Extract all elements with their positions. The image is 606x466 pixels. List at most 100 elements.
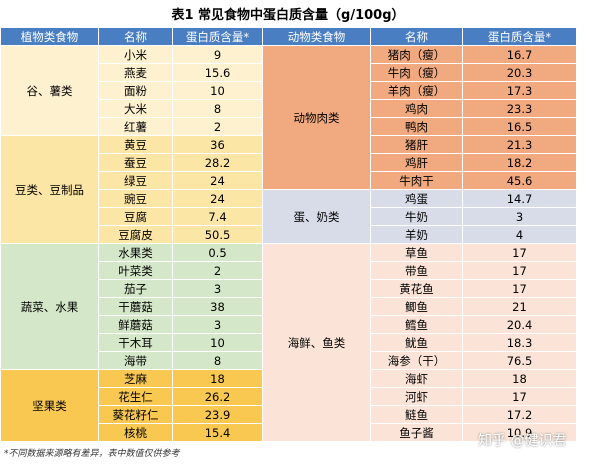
row: 豌豆 24 蛋、奶类 鸡蛋 14.7	[1, 189, 577, 244]
protein-value: 10.9	[462, 423, 577, 442]
header-cell: 动物类食物	[262, 27, 371, 46]
protein-value: 45.6	[462, 171, 577, 190]
protein-table: 植物类食物 名称 蛋白质含量* 动物类食物 名称 蛋白质含量* 谷、薯类 小米 9 动物肉类 猪肉（…	[0, 27, 577, 442]
header-cell: 植物类食物	[0, 27, 99, 46]
protein-value: 0.5	[172, 243, 263, 262]
row: 干木耳 10 鱿鱼 18.3	[1, 333, 577, 352]
protein-value: 2	[172, 117, 263, 136]
food-name: 鸡肉	[370, 99, 463, 118]
food-name: 小米	[98, 45, 173, 64]
protein-value: 50.5	[172, 225, 263, 244]
food-name: 鳕鱼	[370, 315, 463, 334]
protein-value: 18	[462, 369, 577, 388]
row: 蔬菜、水果 水果类 0.5 海鲜、鱼类 草鱼 17	[0, 243, 577, 442]
protein-value: 21.3	[462, 135, 577, 154]
food-name: 芝麻	[98, 369, 173, 388]
watermark: 知乎 @健识君	[478, 433, 567, 449]
food-name: 核桃	[98, 423, 173, 442]
food-name: 鱼子酱	[370, 423, 463, 442]
food-name: 牛奶	[370, 207, 463, 226]
protein-value: 28.2	[172, 153, 263, 172]
food-name: 面粉	[98, 81, 173, 100]
food-name: 绿豆	[98, 171, 173, 190]
food-name: 鸡蛋	[370, 189, 463, 208]
food-name: 羊奶	[370, 225, 463, 244]
group-label: 海鲜、鱼类	[262, 243, 371, 442]
protein-value: 3	[172, 279, 263, 298]
food-name: 鲢鱼	[370, 405, 463, 424]
protein-value: 9	[172, 45, 263, 64]
food-name: 大米	[98, 99, 173, 118]
header-cell: 名称	[370, 27, 463, 46]
row: 大米 8 鸡肉 23.3	[1, 99, 577, 118]
food-name: 蚕豆	[98, 153, 173, 172]
protein-value: 76.5	[462, 351, 577, 370]
food-name: 鱿鱼	[370, 333, 463, 352]
food-name: 牛肉干	[370, 171, 463, 190]
row: 谷、薯类 小米 9 动物肉类 猪肉（瘦） 16.7	[0, 45, 577, 190]
protein-value: 23.9	[172, 405, 263, 424]
group-label: 豆类、豆制品	[0, 135, 99, 244]
protein-value: 7.4	[172, 207, 263, 226]
header-cell: 名称	[98, 27, 173, 46]
protein-value: 24	[172, 171, 263, 190]
food-name: 茄子	[98, 279, 173, 298]
protein-value: 2	[172, 261, 263, 280]
protein-value: 15.6	[172, 63, 263, 82]
group-label: 坚果类	[0, 369, 99, 442]
header-cell: 蛋白质含量*	[172, 27, 263, 46]
group-label: 蛋、奶类	[262, 189, 371, 244]
protein-value: 8	[172, 351, 263, 370]
food-name: 葵花籽仁	[98, 405, 173, 424]
food-name: 鸡肝	[370, 153, 463, 172]
food-name: 叶菜类	[98, 261, 173, 280]
protein-value: 24	[172, 189, 263, 208]
protein-value: 20.3	[462, 63, 577, 82]
food-name: 海虾	[370, 369, 463, 388]
food-name: 豌豆	[98, 189, 173, 208]
protein-value: 4	[462, 225, 577, 244]
protein-value: 16.7	[462, 45, 577, 64]
group-label: 谷、薯类	[0, 45, 99, 136]
food-name: 干木耳	[98, 333, 173, 352]
protein-value: 15.4	[172, 423, 263, 442]
food-name: 花生仁	[98, 387, 173, 406]
food-name: 猪肉（瘦）	[370, 45, 463, 64]
row: 蚕豆 28.2 鸡肝 18.2	[1, 153, 577, 172]
food-name: 牛肉（瘦）	[370, 63, 463, 82]
protein-value: 17	[462, 387, 577, 406]
protein-value: 18.2	[462, 153, 577, 172]
protein-value: 38	[172, 297, 263, 316]
protein-value: 8	[172, 99, 263, 118]
group-label: 动物肉类	[262, 45, 371, 190]
food-name: 鲜蘑菇	[98, 315, 173, 334]
row: 绿豆 24 牛肉干 45.6	[1, 171, 577, 190]
protein-value: 14.7	[462, 189, 577, 208]
protein-value: 23.3	[462, 99, 577, 118]
footnote: *不同数据来源略有差异，表中数值仅供参考	[4, 449, 180, 459]
food-name: 海带	[98, 351, 173, 370]
title: 表1 常见食物中蛋白质含量（g/100g）	[171, 8, 405, 23]
food-name: 带鱼	[370, 261, 463, 280]
row: 茄子 3 黄花鱼 17	[1, 279, 577, 298]
row: 核桃 15.4 鱼子酱 10.9	[1, 423, 577, 442]
row: 鲜蘑菇 3 鳕鱼 20.4	[1, 315, 577, 334]
protein-value: 17	[462, 243, 577, 262]
protein-value: 21	[462, 297, 577, 316]
food-name: 鸭肉	[370, 117, 463, 136]
protein-value: 16.5	[462, 117, 577, 136]
protein-value: 26.2	[172, 387, 263, 406]
food-name: 燕麦	[98, 63, 173, 82]
protein-value: 3	[172, 315, 263, 334]
row: 豆类、豆制品 黄豆 36 猪肝 21.3	[0, 135, 577, 244]
row: 燕麦 15.6 牛肉（瘦） 20.3	[1, 63, 577, 82]
protein-value: 17.2	[462, 405, 577, 424]
protein-value: 3	[462, 207, 577, 226]
row: 花生仁 26.2 河虾 17	[1, 387, 577, 406]
food-name: 羊肉（瘦）	[370, 81, 463, 100]
food-name: 海参（干）	[370, 351, 463, 370]
protein-value: 17	[462, 279, 577, 298]
protein-value: 18.3	[462, 333, 577, 352]
food-name: 黄豆	[98, 135, 173, 154]
food-name: 豆腐	[98, 207, 173, 226]
